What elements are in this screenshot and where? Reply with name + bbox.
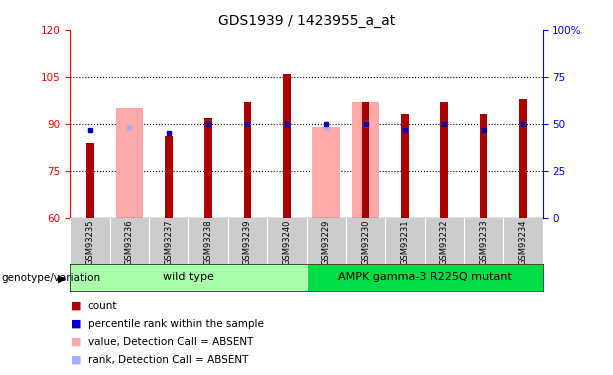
Text: GSM93232: GSM93232 — [440, 220, 449, 266]
Bar — [401, 114, 409, 218]
Text: count: count — [88, 301, 117, 310]
Bar — [70, 264, 306, 291]
Text: AMPK gamma-3 R225Q mutant: AMPK gamma-3 R225Q mutant — [338, 273, 511, 282]
Bar — [86, 142, 94, 218]
Text: GSM93230: GSM93230 — [361, 220, 370, 266]
Text: genotype/variation: genotype/variation — [1, 273, 101, 283]
Bar — [479, 114, 487, 218]
Text: GSM93240: GSM93240 — [283, 220, 291, 265]
Text: GSM93236: GSM93236 — [125, 220, 134, 266]
Bar — [165, 136, 173, 218]
Bar — [306, 264, 543, 291]
Text: GSM93233: GSM93233 — [479, 220, 488, 266]
Text: ■: ■ — [70, 355, 81, 364]
Bar — [313, 127, 340, 218]
Text: ■: ■ — [70, 301, 81, 310]
Bar — [283, 74, 291, 217]
Text: GSM93235: GSM93235 — [86, 220, 94, 266]
Text: GSM93229: GSM93229 — [322, 220, 330, 265]
Bar — [519, 99, 527, 218]
Bar — [362, 102, 370, 218]
Text: wild type: wild type — [163, 273, 214, 282]
Bar — [243, 102, 251, 218]
Text: ■: ■ — [70, 319, 81, 328]
Text: GSM93234: GSM93234 — [519, 220, 527, 266]
Text: rank, Detection Call = ABSENT: rank, Detection Call = ABSENT — [88, 355, 248, 364]
Text: GSM93237: GSM93237 — [164, 220, 173, 266]
Bar — [352, 102, 379, 218]
Bar — [440, 102, 448, 218]
Text: GSM93239: GSM93239 — [243, 220, 252, 266]
Text: ■: ■ — [70, 337, 81, 346]
Bar — [116, 108, 143, 218]
Text: GSM93231: GSM93231 — [400, 220, 409, 266]
Bar — [204, 117, 212, 218]
Text: percentile rank within the sample: percentile rank within the sample — [88, 319, 264, 328]
Text: GSM93238: GSM93238 — [204, 220, 213, 266]
Title: GDS1939 / 1423955_a_at: GDS1939 / 1423955_a_at — [218, 13, 395, 28]
Text: ▶: ▶ — [58, 273, 66, 283]
Text: value, Detection Call = ABSENT: value, Detection Call = ABSENT — [88, 337, 253, 346]
